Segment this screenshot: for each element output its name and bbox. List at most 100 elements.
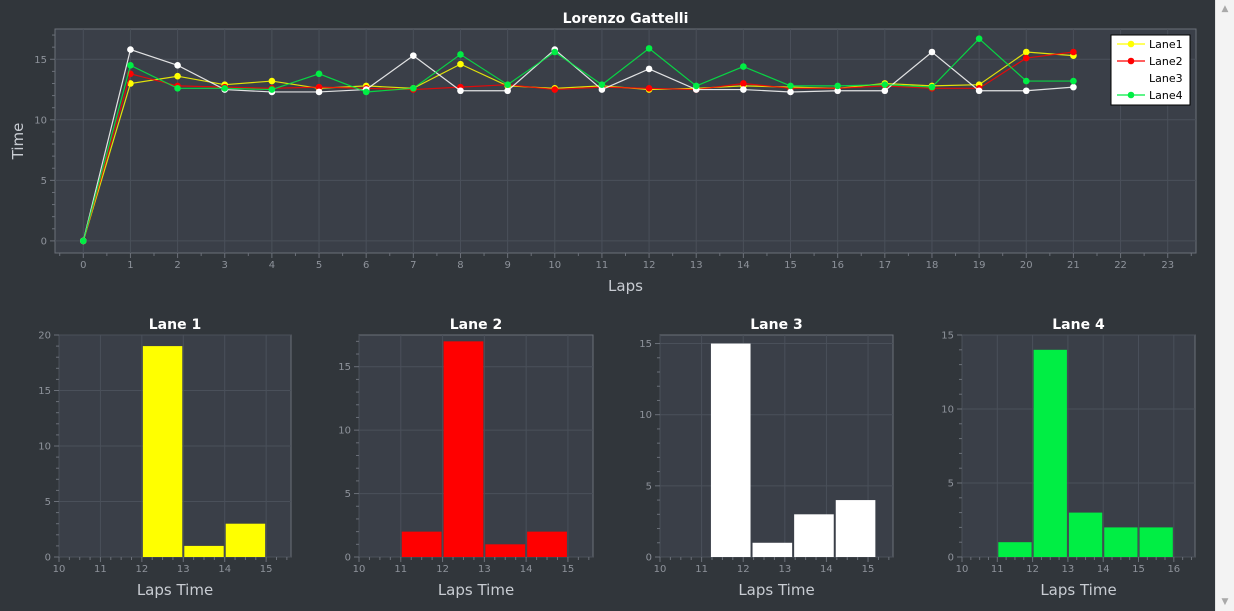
x-tick-label: 13 — [478, 564, 491, 575]
chart-title: Lane 2 — [450, 317, 502, 333]
data-point — [457, 60, 464, 68]
scroll-down-icon[interactable]: ▼ — [1221, 597, 1229, 607]
x-tick-label: 10 — [654, 564, 667, 575]
data-point — [174, 62, 181, 69]
data-point — [928, 83, 936, 91]
x-tick-label: 14 — [737, 260, 750, 271]
x-tick-label: 14 — [520, 564, 533, 575]
x-tick-label: 4 — [269, 260, 275, 271]
data-point — [174, 85, 181, 92]
vertical-scrollbar[interactable]: ▲ ▼ — [1215, 0, 1234, 611]
scroll-up-icon[interactable]: ▲ — [1221, 4, 1229, 14]
series-lane3 — [79, 46, 1077, 245]
histogram-lane-1: 10 11 12 13 14 15 0 5 10 15 20 Lane 1 Laps Time — [38, 317, 292, 599]
histogram-bar — [443, 341, 484, 557]
legend-label: Lane1 — [1149, 38, 1183, 51]
histogram-bar — [485, 544, 526, 557]
legend: Lane1 Lane2 Lane3 Lane4 — [1110, 34, 1191, 106]
histogram-bar — [1104, 527, 1138, 557]
legend-marker — [1127, 57, 1135, 65]
data-point — [174, 72, 181, 80]
x-tick-label: 16 — [1167, 564, 1180, 575]
data-point — [127, 46, 134, 53]
x-axis-label: Laps Time — [738, 581, 814, 599]
x-tick-label: 6 — [363, 260, 369, 271]
data-point — [740, 80, 747, 87]
data-point — [504, 87, 511, 95]
x-tick-label: 11 — [596, 260, 609, 271]
x-tick-label: 11 — [94, 564, 107, 575]
data-point — [834, 82, 841, 90]
histogram-bar — [752, 542, 793, 557]
histogram-bar — [710, 343, 751, 557]
x-tick-label: 12 — [737, 564, 750, 575]
x-axis-label: Laps Time — [1040, 581, 1116, 599]
data-point — [881, 87, 889, 95]
data-point — [645, 45, 653, 52]
y-tick-label: 0 — [345, 553, 351, 564]
data-point — [787, 82, 794, 90]
x-tick-label: 2 — [174, 260, 180, 271]
histogram-bar — [401, 531, 442, 557]
line-chart-lap-times: 0 1 2 3 4 5 6 7 8 9 10 11 12 13 14 15 16 17 18 19 20 21 22 2305… — [9, 11, 1197, 295]
x-tick-label: 22 — [1114, 260, 1127, 271]
y-tick-label: 5 — [646, 481, 652, 492]
histogram-bar — [998, 542, 1032, 557]
x-tick-label: 23 — [1161, 260, 1174, 271]
x-tick-label: 15 — [562, 564, 575, 575]
y-tick-label: 5 — [45, 497, 51, 508]
x-tick-label: 15 — [862, 564, 875, 575]
histogram-lane-3: 10 11 12 13 14 15 0 5 10 15 Lane 3 Laps Time — [639, 317, 894, 599]
histogram-bar — [1033, 349, 1067, 557]
x-tick-label: 11 — [394, 564, 407, 575]
series-line — [82, 48, 1074, 242]
data-point — [692, 82, 700, 90]
x-tick-label: 15 — [260, 564, 273, 575]
data-point — [975, 87, 983, 95]
x-tick-label: 20 — [1020, 260, 1033, 271]
data-point — [457, 87, 464, 95]
data-point — [598, 86, 606, 93]
x-tick-label: 10 — [53, 564, 66, 575]
data-point — [315, 88, 323, 96]
data-point — [975, 35, 983, 42]
series-line — [82, 37, 1074, 242]
chart-title: Lane 1 — [149, 317, 201, 333]
y-tick-label: 10 — [941, 405, 954, 416]
chart-title: Lane 3 — [750, 317, 802, 333]
data-point — [645, 85, 653, 92]
x-tick-label: 12 — [643, 260, 656, 271]
y-tick-label: 15 — [639, 339, 652, 350]
histogram-bar — [794, 514, 834, 557]
legend-marker — [1127, 74, 1135, 82]
data-point — [221, 85, 229, 92]
plot-area — [54, 28, 1197, 254]
histogram-bar — [1139, 527, 1173, 557]
histogram-lane-4: 10 11 12 13 14 15 16 0 5 10 15 Lane 4 Laps Time — [941, 317, 1196, 599]
y-tick-label: 0 — [948, 553, 954, 564]
x-tick-label: 10 — [956, 564, 969, 575]
y-axis-label: Time — [9, 123, 27, 161]
x-tick-label: 0 — [80, 260, 86, 271]
x-tick-label: 12 — [1026, 564, 1039, 575]
y-tick-label: 10 — [338, 426, 351, 437]
x-tick-label: 15 — [1132, 564, 1145, 575]
data-point — [315, 83, 323, 91]
data-point — [504, 81, 511, 88]
data-point — [268, 77, 276, 85]
y-tick-label: 10 — [639, 410, 652, 421]
data-point — [1070, 83, 1077, 91]
x-tick-label: 19 — [973, 260, 986, 271]
legend-marker — [1127, 40, 1135, 48]
x-tick-label: 15 — [784, 260, 797, 271]
data-point — [645, 65, 653, 73]
legend-label: Lane3 — [1149, 72, 1183, 85]
series-line — [82, 51, 1074, 242]
x-tick-label: 5 — [316, 260, 322, 271]
histogram-bar — [835, 500, 876, 557]
y-tick-label: 5 — [345, 489, 351, 500]
histogram-bar — [225, 523, 266, 557]
data-point — [457, 51, 464, 58]
x-tick-label: 14 — [218, 564, 231, 575]
